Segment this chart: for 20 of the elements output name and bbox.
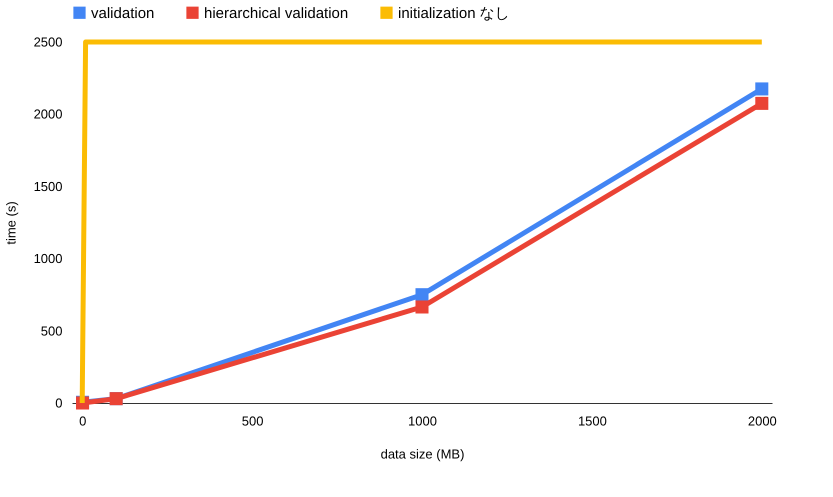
y-tick-label: 2000 (34, 106, 62, 122)
y-tick-label: 1500 (34, 178, 62, 194)
y-tick-label: 2500 (34, 34, 62, 50)
x-tick-label: 2000 (748, 414, 777, 428)
legend-label: validation (91, 4, 154, 22)
x-tick-label: 1000 (408, 414, 437, 428)
x-tick-label: 500 (242, 414, 264, 428)
y-tick-label: 0 (55, 396, 62, 410)
x-axis-title: data size (MB) (380, 446, 464, 462)
legend-label: initialization なし (398, 4, 510, 22)
x-tick-label: 0 (79, 414, 86, 428)
y-axis-title: time (s) (4, 201, 19, 245)
x-tick-label: 1500 (578, 414, 607, 428)
point (755, 96, 768, 110)
legend-label: hierarchical validation (204, 4, 348, 22)
point (755, 82, 768, 96)
y-tick-label: 500 (40, 323, 62, 338)
point (415, 300, 429, 314)
y-tick-label: 1000 (34, 251, 62, 266)
point (415, 288, 429, 302)
